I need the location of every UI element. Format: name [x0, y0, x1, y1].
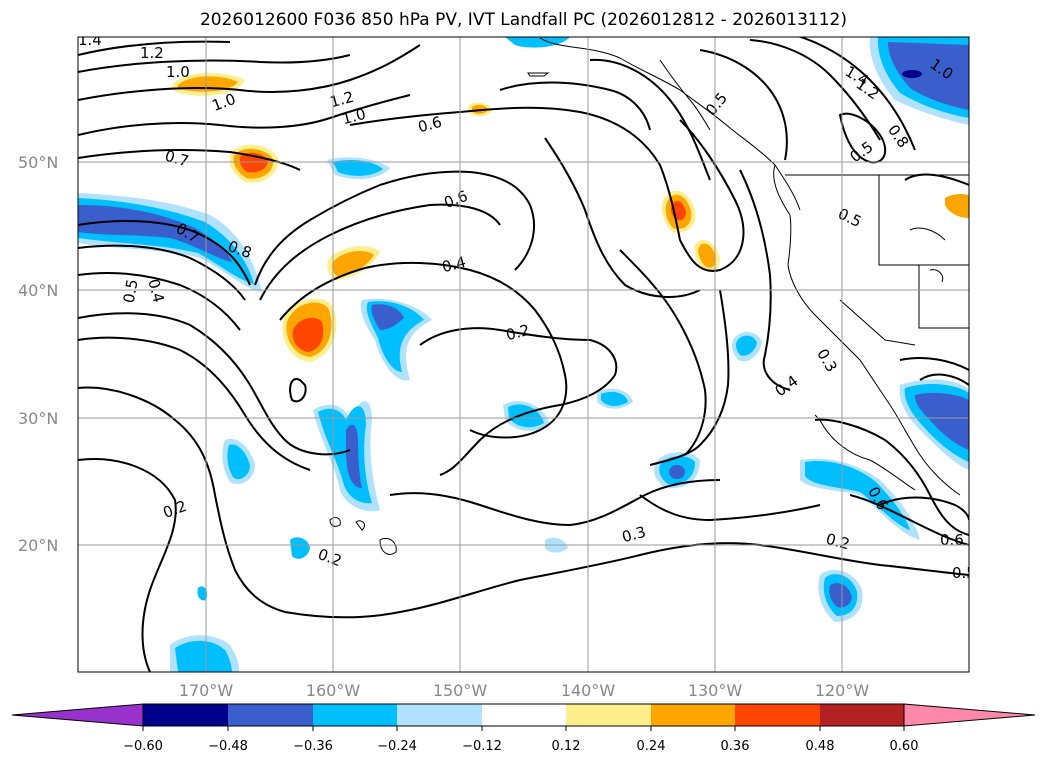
- colorbar-segment: [482, 704, 566, 726]
- colorbar-extend-low: [11, 703, 144, 727]
- pv-negative-region: [914, 392, 969, 450]
- colorbar-tick: 0.12: [552, 739, 581, 754]
- contour-label: 0.5: [952, 564, 976, 582]
- lon-labels: 170°W 160°W 150°W 140°W 130°W 120°W: [179, 681, 870, 700]
- pv-positive-region: [292, 317, 324, 352]
- graticule: [78, 37, 969, 672]
- map-frame: [77, 36, 970, 673]
- colorbar-segment: [820, 704, 904, 726]
- lon-label: 160°W: [306, 681, 361, 700]
- contour-label: 0.7: [163, 147, 191, 171]
- lat-labels: 50°N 40°N 30°N 20°N: [18, 153, 58, 555]
- lon-label: 150°W: [433, 681, 488, 700]
- pv-negative-region: [346, 424, 362, 488]
- contour-label: 0.3: [620, 523, 648, 547]
- pv-positive-region: [945, 194, 969, 218]
- pv-negative-region: [736, 335, 757, 356]
- colorbar-segment: [735, 704, 820, 726]
- contour-label: 0.4: [144, 277, 168, 305]
- colorbar-segment: [397, 704, 482, 726]
- pv-negative-region: [78, 205, 232, 262]
- pv-negative-region: [902, 70, 922, 78]
- colorbar-tick: 0.48: [806, 739, 835, 754]
- pv-negative-region: [505, 37, 570, 48]
- lon-label: 170°W: [179, 681, 234, 700]
- colorbar-segment: [228, 704, 313, 726]
- lat-label: 20°N: [18, 536, 58, 555]
- lat-label: 30°N: [18, 409, 58, 428]
- lat-label: 40°N: [18, 281, 58, 300]
- pv-positive-region: [698, 243, 716, 268]
- colorbar-segment: [313, 704, 397, 726]
- pv-shading: [78, 37, 969, 672]
- contour-label: 0.6: [940, 531, 964, 549]
- pv-negative-region: [371, 304, 404, 330]
- pv-negative-region: [227, 444, 250, 480]
- pv-negative-region: [175, 640, 232, 672]
- contour-label: 1.2: [328, 88, 356, 112]
- lon-label: 130°W: [688, 681, 743, 700]
- contour-label: 1.4: [78, 31, 102, 49]
- colorbar-tick: −0.12: [462, 739, 502, 754]
- contour-label: 1.0: [340, 105, 368, 129]
- pv-negative-region: [290, 537, 310, 559]
- colorbar-tick: 0.24: [637, 739, 666, 754]
- contour-label: 0.2: [504, 321, 532, 345]
- colorbar-segment: [651, 704, 735, 726]
- pv-negative-region: [669, 465, 685, 479]
- colorbar-segment: [566, 704, 651, 726]
- lon-label: 120°W: [815, 681, 870, 700]
- pv-negative-region: [333, 160, 383, 176]
- colorbar-extend-high: [903, 703, 1036, 727]
- pv-negative-region: [888, 42, 969, 110]
- colorbar-tick: −0.36: [293, 739, 333, 754]
- colorbar-segment: [143, 704, 228, 726]
- colorbar-tick: −0.60: [123, 739, 163, 754]
- pv-negative-region: [805, 461, 910, 530]
- contour-label: 1.0: [166, 63, 190, 81]
- pv-negative-region: [829, 583, 852, 608]
- contour-label: 0.2: [824, 530, 852, 554]
- map-plot-area: 1.4 1.2 1.0 1.0 1.2 1.0 0.7 0.6 0.6 0.7 …: [78, 31, 976, 672]
- pv-negative-region: [197, 586, 208, 601]
- pv-negative-region: [601, 391, 628, 406]
- contour-label: 0.5: [120, 278, 142, 305]
- contour-label: 0.6: [416, 113, 444, 137]
- map-title: 2026012600 F036 850 hPa PV, IVT Landfall…: [199, 10, 847, 30]
- lat-label: 50°N: [18, 153, 58, 172]
- colorbar-tick: −0.48: [208, 739, 248, 754]
- colorbar-tick: 0.36: [721, 739, 750, 754]
- pv-positive-region: [332, 250, 374, 276]
- contour-label: 0.4: [440, 253, 468, 277]
- lon-label: 140°W: [561, 681, 616, 700]
- contour-label: 1.2: [140, 44, 164, 62]
- colorbar: −0.60 −0.48 −0.36 −0.24 −0.12 0.12 0.24 …: [11, 703, 1036, 754]
- colorbar-tick: −0.24: [377, 739, 417, 754]
- colorbar-tick: 0.60: [890, 739, 919, 754]
